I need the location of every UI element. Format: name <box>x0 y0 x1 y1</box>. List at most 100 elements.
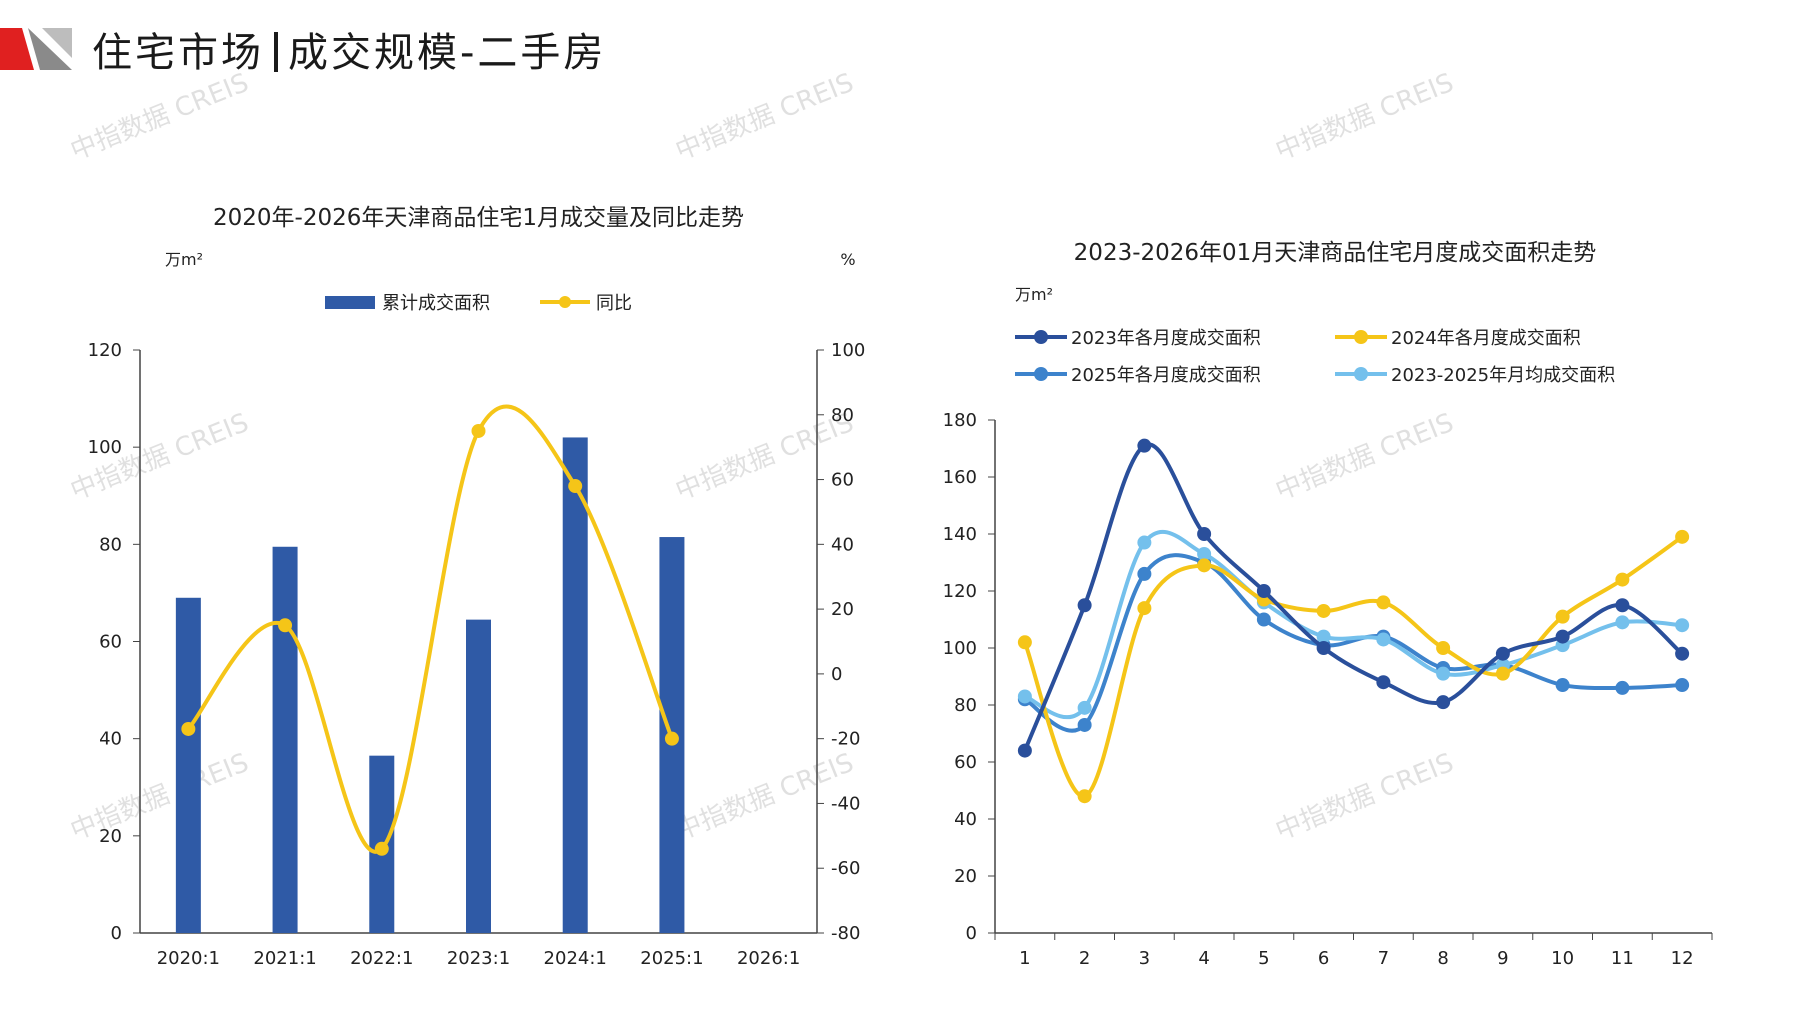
chart-2-legend-label: 2023-2025年月均成交面积 <box>1391 365 1615 386</box>
legend-line-marker <box>559 296 571 308</box>
chart-2-legend-marker <box>1354 330 1368 344</box>
chart-2-y-tick-label: 60 <box>954 752 977 773</box>
chart-1-x-tick-label: 2024:1 <box>544 948 607 969</box>
brand-logo <box>0 28 72 70</box>
chart-2-series-point <box>1137 566 1152 581</box>
chart-2-series-point <box>1615 615 1630 630</box>
chart-2-y-tick-label: 0 <box>966 923 977 944</box>
chart-2-x-tick-label: 5 <box>1258 948 1269 969</box>
chart-1-left-tick-label: 40 <box>99 729 122 750</box>
chart-1-bar <box>175 597 201 933</box>
chart-2-series-point <box>1256 584 1271 598</box>
chart-1-left-tick-label: 0 <box>111 923 122 944</box>
chart-2-legend-label: 2024年各月度成交面积 <box>1391 328 1581 349</box>
chart-2-series-point <box>1197 546 1212 561</box>
chart-2-series-point <box>1675 618 1690 633</box>
watermark-text: 中指数据 CREIS <box>1271 748 1458 847</box>
chart-1-bar <box>466 619 491 933</box>
legend-bar-swatch <box>325 296 375 309</box>
chart-2-y-tick-label: 80 <box>954 695 977 716</box>
chart-2-x-tick-label: 2 <box>1079 948 1090 969</box>
chart-2-series-point <box>1436 695 1451 710</box>
chart-2-x-tick-label: 8 <box>1437 948 1448 969</box>
chart-1-right-tick-label: 80 <box>831 405 854 426</box>
watermark-text: 中指数据 CREIS <box>1271 68 1458 167</box>
watermark-text: 中指数据 CREIS <box>66 748 253 847</box>
chart-2-series-point <box>1316 603 1331 618</box>
chart-1-yoy-point <box>471 423 486 438</box>
chart-1-x-tick-label: 2025:1 <box>640 948 703 969</box>
chart-1-right-tick-label: 100 <box>831 340 865 361</box>
chart-2-series-point <box>1436 666 1451 681</box>
page-header: 住宅市场 成交规模-二手房 <box>0 0 1797 100</box>
chart-2-series-point <box>1615 572 1630 587</box>
chart-2-legend-marker <box>1034 367 1048 381</box>
chart-2-series-point <box>1555 629 1570 644</box>
chart-1-x-tick-label: 2023:1 <box>447 948 510 969</box>
chart-1-right-tick-label: 40 <box>831 534 854 555</box>
chart-1-right-unit: % <box>840 250 855 269</box>
legend-bar-label: 累计成交面积 <box>382 293 490 314</box>
chart-2-series-point <box>1376 632 1391 647</box>
chart-1-yoy-point <box>374 841 389 856</box>
chart-2-series-point <box>1137 601 1152 616</box>
chart-2-x-tick-label: 4 <box>1198 948 1209 969</box>
chart-2-series-point <box>1316 629 1331 644</box>
watermark-text: 中指数据 CREIS <box>66 68 253 167</box>
chart-2-legend-marker <box>1354 367 1368 381</box>
chart-2-series-point <box>1137 535 1152 550</box>
chart-2-x-tick-label: 3 <box>1139 948 1150 969</box>
chart-1-yoy-point <box>181 721 196 736</box>
chart-1-right-tick-label: -20 <box>831 729 860 750</box>
chart-2-series-point <box>1615 598 1630 613</box>
chart-1-right-tick-label: -80 <box>831 923 860 944</box>
chart-2-y-tick-label: 180 <box>943 410 977 431</box>
page-title: 住宅市场 成交规模-二手房 <box>92 20 606 78</box>
chart-2-y-tick-label: 160 <box>943 467 977 488</box>
chart-2-series-point <box>1675 678 1690 693</box>
watermark-text: 中指数据 CREIS <box>671 68 858 167</box>
watermark-text: 中指数据 CREIS <box>1271 408 1458 507</box>
chart-1-title: 2020年-2026年天津商品住宅1月成交量及同比走势 <box>213 205 744 231</box>
legend-line-label: 同比 <box>596 293 632 314</box>
chart-2-y-tick-label: 20 <box>954 866 977 887</box>
chart-2-series-point <box>1017 743 1032 758</box>
chart-2-x-tick-label: 9 <box>1497 948 1508 969</box>
title-separator <box>274 32 278 72</box>
chart-2-series-point <box>1675 529 1690 544</box>
chart-1-left-tick-label: 120 <box>88 340 122 361</box>
chart-2-series-point <box>1256 612 1271 627</box>
chart-1-x-tick-label: 2026:1 <box>737 948 800 969</box>
watermark-text: 中指数据 CREIS <box>671 408 858 507</box>
chart-2-x-tick-label: 6 <box>1318 948 1329 969</box>
chart-2-series-point <box>1017 689 1032 704</box>
chart-2-series-point <box>1495 666 1510 681</box>
chart-2-unit: 万m² <box>1015 285 1053 304</box>
chart-2-series-point <box>1615 680 1630 695</box>
watermark-text: 中指数据 CREIS <box>671 748 858 847</box>
chart-2-x-tick-label: 10 <box>1551 948 1574 969</box>
chart-1-yoy-point <box>278 618 293 633</box>
chart-2-series-point <box>1436 641 1451 655</box>
chart-2-series-point <box>1376 595 1391 610</box>
chart-2-series-line <box>1023 553 1683 733</box>
chart-1-right-tick-label: -60 <box>831 858 860 879</box>
chart-2-x-tick-label: 1 <box>1019 948 1030 969</box>
chart-1-right-tick-label: -40 <box>831 793 860 814</box>
chart-1-right-tick-label: 60 <box>831 470 854 491</box>
chart-2-series-point <box>1376 675 1391 690</box>
chart-2-legend-marker <box>1034 330 1048 344</box>
chart-2-series-point <box>1197 558 1212 573</box>
chart-2-x-tick-label: 7 <box>1378 948 1389 969</box>
chart-1-right-tick-label: 0 <box>831 664 842 685</box>
chart-2-y-tick-label: 100 <box>943 638 977 659</box>
chart-1-bar <box>562 437 588 933</box>
chart-1-yoy-line <box>186 404 674 854</box>
logo-red-shape <box>0 28 34 70</box>
chart-1-left-tick-label: 20 <box>99 826 122 847</box>
page-title-left: 住宅市场 <box>92 30 264 76</box>
chart-1-yoy-point <box>664 731 679 746</box>
